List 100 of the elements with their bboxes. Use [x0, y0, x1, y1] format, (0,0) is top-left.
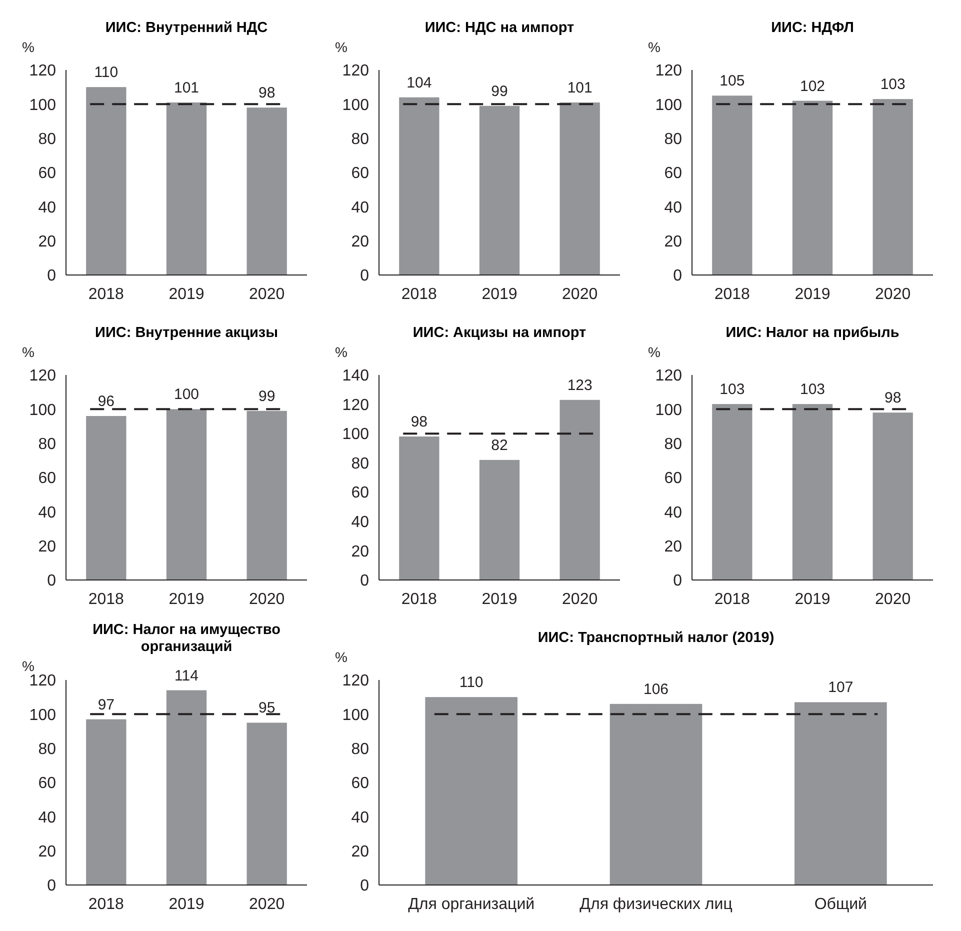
- y-axis-title: %: [22, 344, 34, 360]
- y-tick-label: 80: [664, 130, 682, 148]
- data-label: 103: [800, 381, 826, 398]
- data-label: 98: [410, 414, 428, 430]
- y-tick-label: 100: [29, 402, 56, 419]
- y-tick-label: 100: [655, 96, 682, 114]
- y-tick-label: 20: [38, 538, 56, 556]
- data-label: 123: [567, 376, 592, 394]
- data-label: 103: [880, 76, 906, 94]
- chart-title: ИИС: НДФЛ: [771, 20, 854, 36]
- y-tick-label: 60: [351, 775, 370, 792]
- y-tick-label: 80: [351, 130, 370, 148]
- y-tick-label: 120: [29, 368, 56, 385]
- chart-title: ИИС: Налог на прибыль: [726, 325, 900, 341]
- bar: [246, 722, 287, 885]
- data-label: 102: [800, 78, 826, 95]
- y-tick-label: 100: [29, 706, 56, 724]
- x-tick-label: 2019: [168, 896, 204, 913]
- x-tick-label: 2020: [249, 896, 285, 913]
- x-tick-label: 2019: [482, 286, 518, 303]
- y-tick-label: 120: [655, 368, 682, 385]
- y-tick-label: 60: [38, 470, 56, 488]
- data-label: 99: [491, 82, 508, 100]
- data-label: 101: [174, 79, 200, 96]
- x-tick-label: 2020: [562, 286, 598, 303]
- y-tick-label: 60: [664, 165, 682, 182]
- y-tick-label: 20: [351, 543, 370, 560]
- chart-title: ИИС: Акцизы на импорт: [412, 325, 586, 341]
- y-tick-label: 0: [47, 268, 56, 285]
- y-tick-label: 120: [29, 62, 56, 80]
- data-label: 103: [720, 381, 745, 398]
- y-tick-label: 140: [342, 368, 370, 385]
- chart-title: ИИС: Внутренние акцизы: [95, 325, 278, 341]
- y-tick-label: 40: [664, 199, 682, 216]
- y-tick-label: 120: [342, 62, 370, 80]
- y-tick-label: 120: [655, 62, 682, 80]
- x-tick-label: 2020: [562, 591, 598, 608]
- y-tick-label: 40: [38, 199, 56, 216]
- bar: [399, 436, 440, 580]
- x-tick-label: 2020: [875, 591, 911, 608]
- data-label: 82: [491, 436, 508, 454]
- x-tick-label: 2019: [794, 286, 830, 303]
- data-label: 114: [174, 667, 198, 684]
- y-tick-label: 80: [38, 130, 56, 148]
- y-tick-label: 80: [351, 740, 370, 758]
- x-tick-label: 2018: [88, 591, 124, 608]
- bar: [86, 719, 126, 885]
- y-tick-label: 40: [351, 514, 370, 532]
- x-tick-label: 2018: [88, 286, 124, 303]
- y-tick-label: 100: [342, 96, 370, 114]
- y-tick-label: 120: [342, 396, 370, 414]
- y-tick-label: 100: [342, 426, 370, 444]
- y-tick-label: 80: [664, 436, 682, 453]
- y-tick-label: 20: [38, 233, 56, 250]
- y-axis-title: %: [335, 344, 348, 360]
- y-tick-label: 0: [673, 268, 682, 285]
- y-tick-label: 20: [38, 843, 56, 860]
- bar: [246, 108, 287, 275]
- chart-title: ИИС: НДС на импорт: [424, 20, 574, 36]
- x-tick-label: Для организаций: [408, 896, 535, 913]
- x-tick-label: Для физических лиц: [580, 896, 732, 913]
- data-label: 101: [567, 79, 592, 96]
- y-tick-label: 0: [47, 878, 56, 895]
- y-tick-label: 60: [38, 165, 56, 182]
- data-label: 98: [258, 84, 276, 102]
- y-tick-label: 80: [38, 436, 56, 453]
- y-tick-label: 100: [655, 402, 682, 419]
- y-tick-label: 0: [360, 268, 370, 285]
- y-axis-title: %: [22, 658, 34, 674]
- x-tick-label: Общий: [814, 896, 867, 913]
- x-tick-label: 2020: [249, 286, 285, 303]
- y-tick-label: 40: [351, 809, 370, 826]
- y-axis-title: %: [22, 39, 34, 55]
- x-tick-label: 2018: [714, 591, 750, 608]
- data-label: 99: [258, 388, 276, 405]
- y-axis-title: %: [335, 39, 348, 55]
- y-tick-label: 20: [664, 233, 682, 250]
- y-tick-label: 120: [342, 672, 370, 690]
- chart-title: ИИС: Налог на имущество организаций: [92, 622, 281, 655]
- data-label: 98: [884, 390, 902, 407]
- bar: [479, 460, 520, 580]
- y-tick-label: 40: [38, 504, 56, 522]
- data-label: 105: [720, 72, 745, 90]
- y-axis-title: %: [648, 344, 660, 360]
- x-tick-label: 2019: [168, 591, 204, 608]
- bar: [479, 106, 520, 275]
- data-label: 96: [98, 393, 115, 410]
- y-tick-label: 0: [360, 572, 370, 590]
- x-tick-label: 2018: [401, 591, 438, 608]
- x-tick-label: 2019: [168, 286, 204, 303]
- y-tick-label: 60: [351, 165, 370, 182]
- x-tick-label: 2018: [401, 286, 438, 303]
- x-tick-label: 2018: [88, 896, 124, 913]
- data-label: 106: [643, 680, 669, 698]
- data-label: 110: [94, 64, 118, 82]
- y-tick-label: 100: [29, 96, 56, 114]
- data-label: 107: [828, 679, 854, 696]
- data-label: 97: [98, 696, 115, 714]
- x-tick-label: 2019: [794, 591, 830, 608]
- data-label: 100: [174, 386, 200, 404]
